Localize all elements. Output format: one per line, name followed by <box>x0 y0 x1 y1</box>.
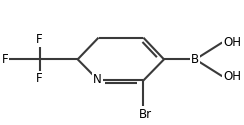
Text: B: B <box>191 53 199 66</box>
Text: N: N <box>93 73 102 86</box>
Text: OH: OH <box>224 36 241 49</box>
Text: OH: OH <box>224 70 241 83</box>
Text: Br: Br <box>139 108 152 121</box>
Text: F: F <box>1 53 8 66</box>
Text: F: F <box>36 33 43 46</box>
Text: F: F <box>36 72 43 85</box>
